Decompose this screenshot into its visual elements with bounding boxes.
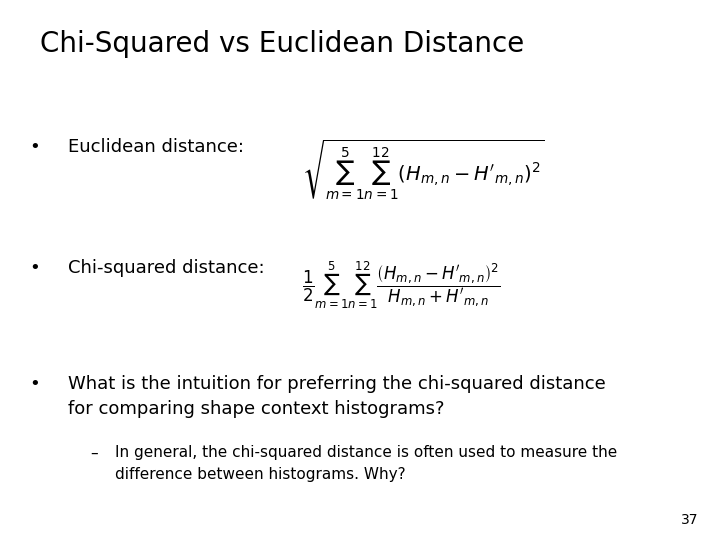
Text: What is the intuition for preferring the chi-squared distance
for comparing shap: What is the intuition for preferring the… (68, 375, 606, 418)
Text: Euclidean distance:: Euclidean distance: (68, 138, 244, 156)
Text: Chi-Squared vs Euclidean Distance: Chi-Squared vs Euclidean Distance (40, 30, 524, 58)
Text: •: • (29, 259, 40, 277)
Text: Chi-squared distance:: Chi-squared distance: (68, 259, 265, 277)
Text: $\dfrac{1}{2}\sum_{m=1}^{5}\sum_{n=1}^{12}\dfrac{\left(H_{m,n}-H'_{m,n}\right)^2: $\dfrac{1}{2}\sum_{m=1}^{5}\sum_{n=1}^{1… (302, 259, 501, 310)
Text: 37: 37 (681, 512, 698, 526)
Text: In general, the chi-squared distance is often used to measure the
difference bet: In general, the chi-squared distance is … (115, 446, 618, 482)
Text: –: – (90, 446, 98, 461)
Text: •: • (29, 138, 40, 156)
Text: •: • (29, 375, 40, 393)
Text: $\sqrt{\sum_{m=1}^{5}\sum_{n=1}^{12}\left(H_{m,n} - H'_{m,n}\right)^2}$: $\sqrt{\sum_{m=1}^{5}\sum_{n=1}^{12}\lef… (302, 138, 545, 202)
